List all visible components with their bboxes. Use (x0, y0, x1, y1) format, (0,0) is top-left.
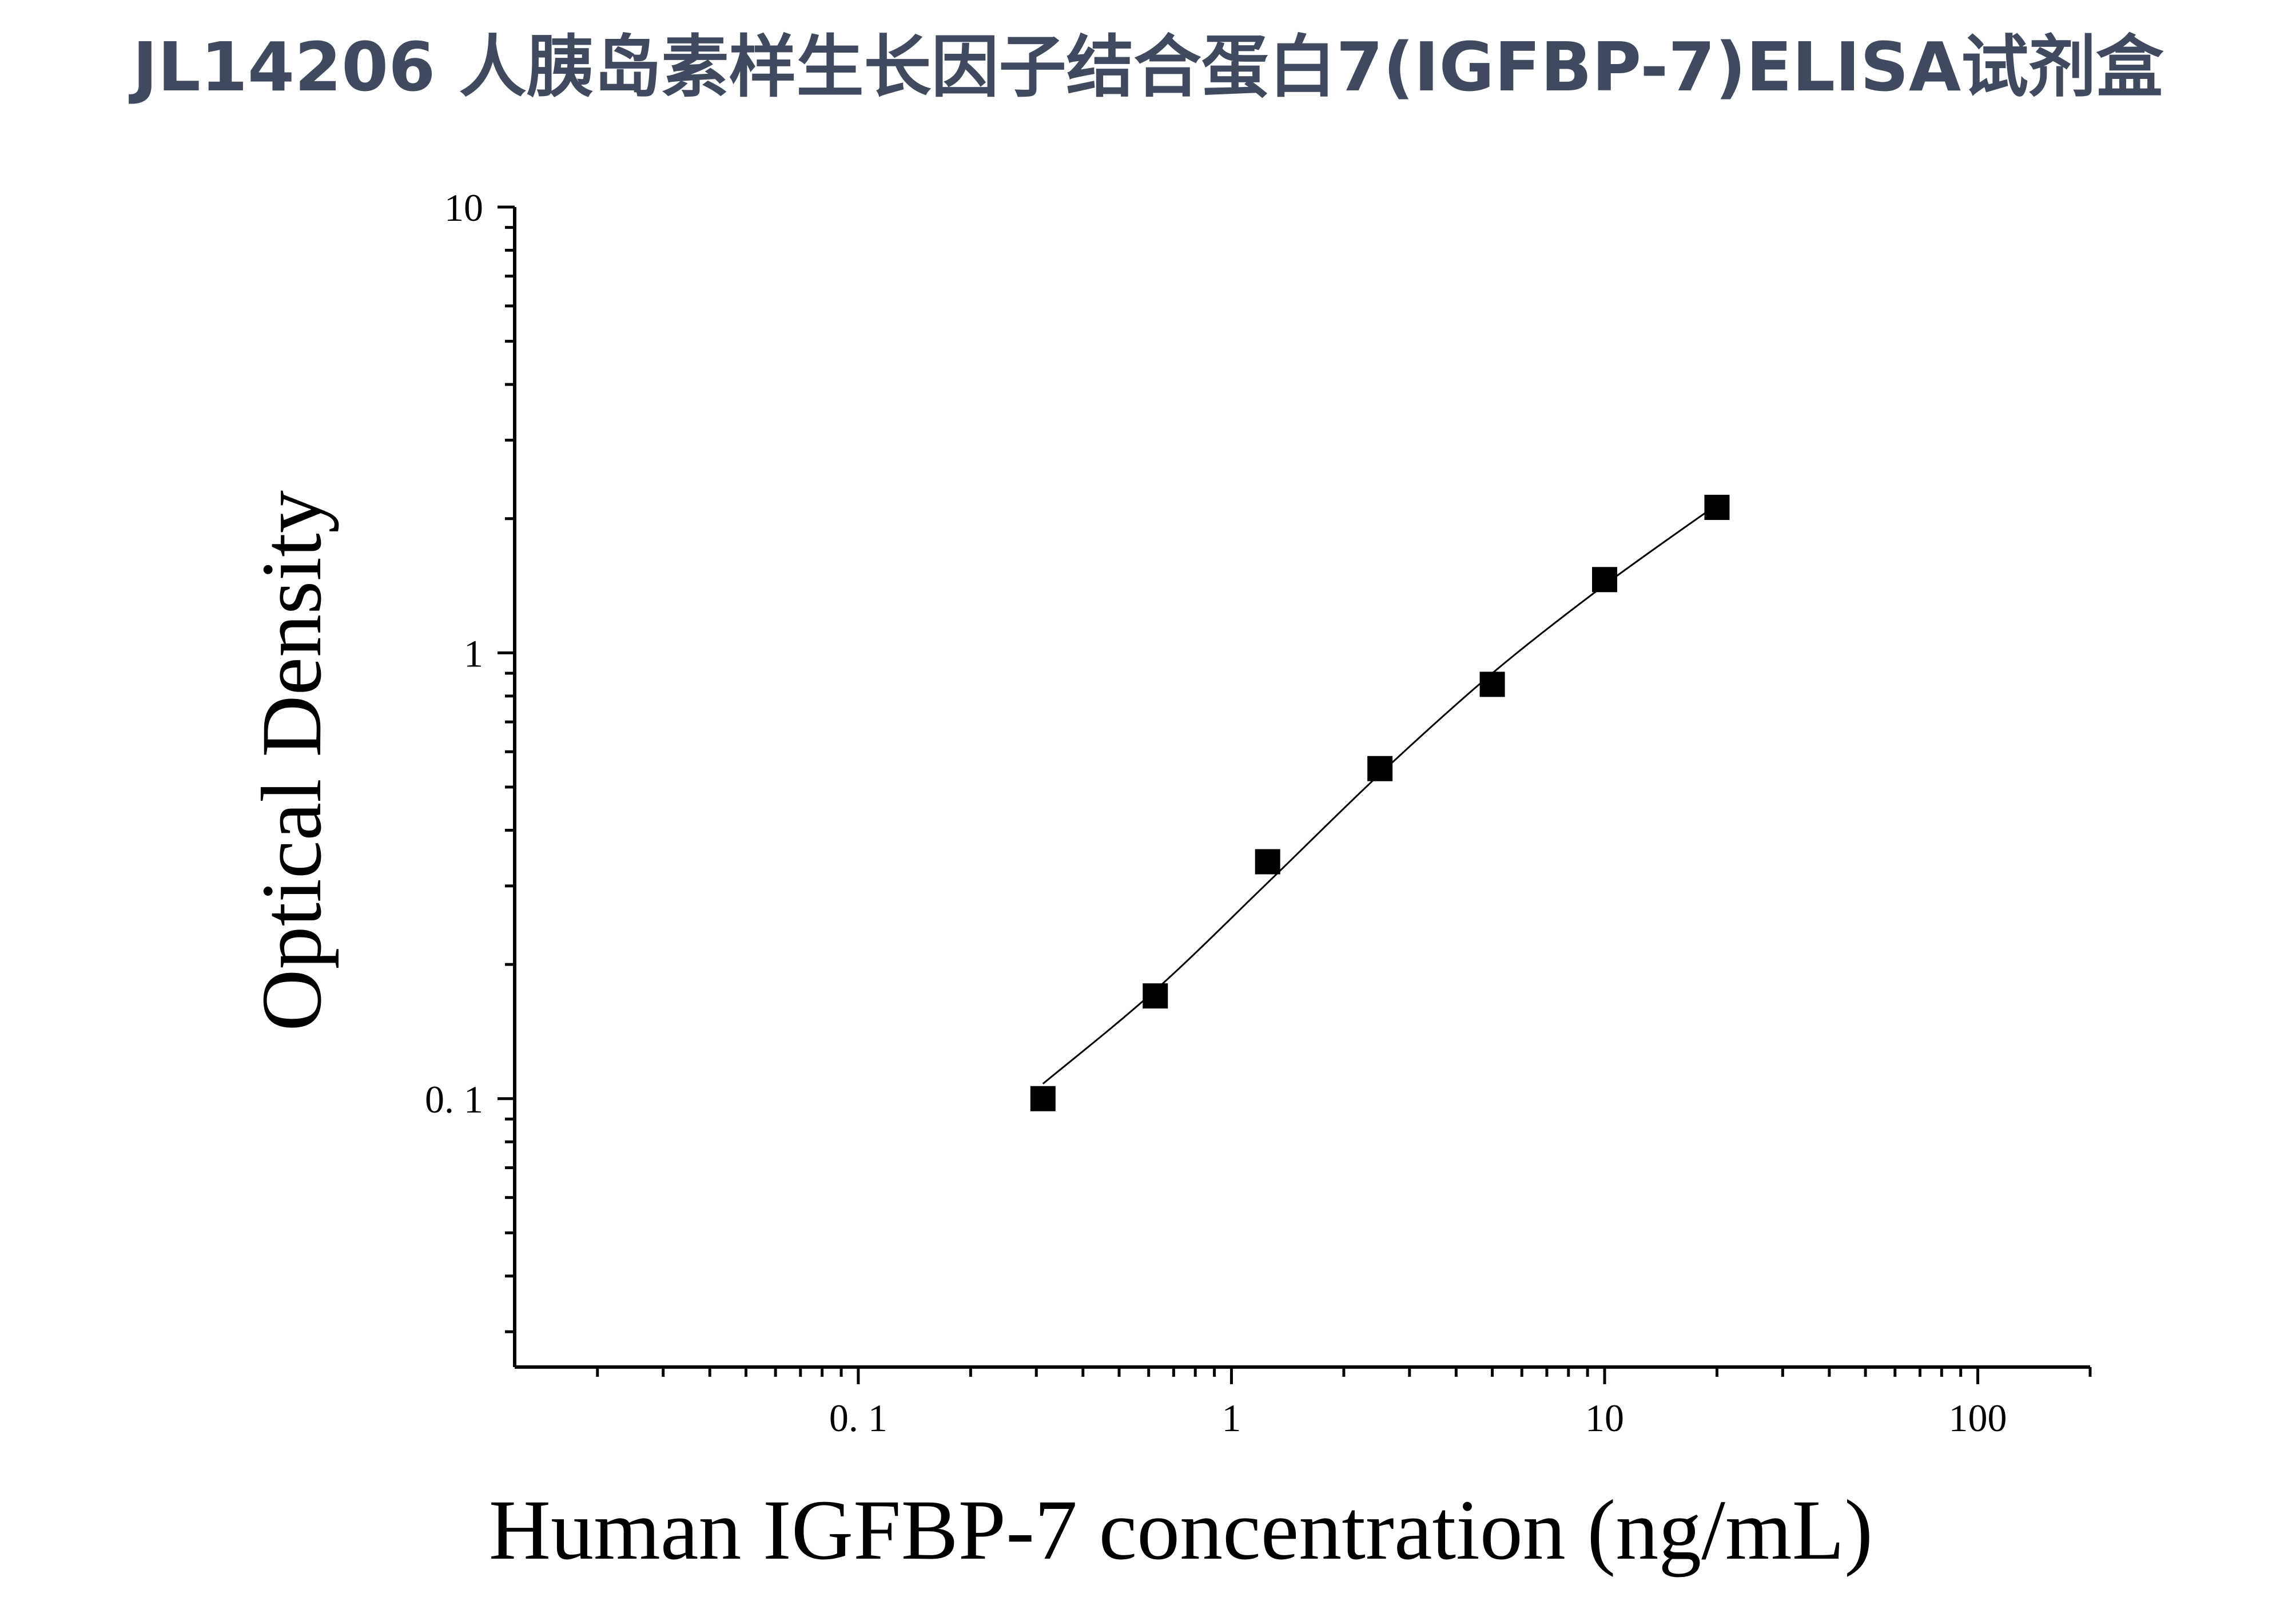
axes: 0. 1 1 10 100 0. 1 1 10 (425, 186, 2092, 1440)
data-point (1255, 849, 1280, 875)
x-axis-title: Human IGFBP-7 concentration (ng/mL) (489, 1483, 1873, 1578)
data-point (1479, 672, 1505, 697)
y-tick-label: 10 (444, 186, 483, 229)
x-tick-label: 0. 1 (829, 1396, 888, 1440)
y-axis-title: Optical Density (244, 490, 339, 1031)
data-point (1592, 567, 1618, 593)
data-point (1143, 983, 1168, 1009)
x-tick-label: 10 (1585, 1396, 1624, 1440)
x-tick-label: 100 (1949, 1396, 2007, 1440)
page-title: JL14206 人胰岛素样生长因子结合蛋白7(IGFBP-7)ELISA试剂盒 (132, 27, 2164, 106)
data-point (1030, 1086, 1056, 1111)
data-point (1367, 756, 1393, 781)
x-tick-label: 1 (1221, 1396, 1241, 1440)
data-point (1704, 495, 1730, 521)
y-tick-label: 1 (464, 631, 483, 675)
data-points-layer (1030, 495, 1730, 1111)
y-tick-label: 0. 1 (425, 1078, 483, 1121)
